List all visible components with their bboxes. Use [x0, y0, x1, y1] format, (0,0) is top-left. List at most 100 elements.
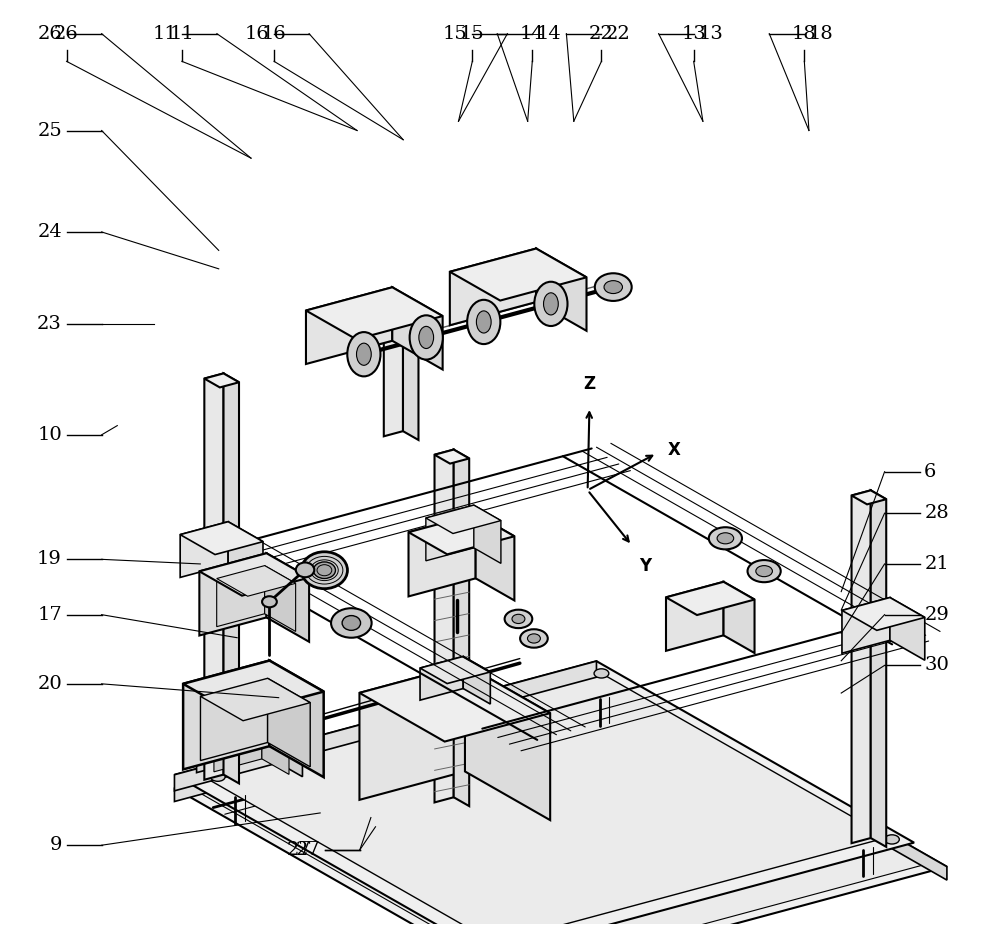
- Text: 11: 11: [169, 25, 194, 43]
- Polygon shape: [420, 657, 463, 700]
- Polygon shape: [174, 661, 596, 791]
- Polygon shape: [450, 249, 587, 301]
- Polygon shape: [392, 288, 443, 370]
- Polygon shape: [871, 490, 886, 847]
- Polygon shape: [536, 249, 587, 331]
- Ellipse shape: [296, 562, 314, 577]
- Polygon shape: [180, 522, 263, 555]
- Text: 14: 14: [520, 25, 545, 43]
- Polygon shape: [217, 565, 265, 626]
- Text: 13: 13: [698, 25, 723, 43]
- Polygon shape: [426, 505, 501, 534]
- Polygon shape: [478, 860, 513, 925]
- Polygon shape: [666, 582, 724, 651]
- Polygon shape: [224, 374, 239, 783]
- Polygon shape: [264, 701, 302, 777]
- Ellipse shape: [342, 616, 361, 630]
- Polygon shape: [217, 565, 296, 597]
- Polygon shape: [852, 490, 886, 504]
- Polygon shape: [174, 672, 606, 801]
- Polygon shape: [890, 598, 925, 660]
- Ellipse shape: [301, 552, 347, 588]
- Text: 18: 18: [809, 25, 834, 43]
- Ellipse shape: [595, 273, 632, 301]
- Ellipse shape: [885, 834, 899, 844]
- Polygon shape: [413, 848, 526, 893]
- Text: 19: 19: [37, 550, 62, 568]
- Polygon shape: [842, 598, 890, 653]
- Ellipse shape: [709, 527, 742, 549]
- Polygon shape: [409, 514, 476, 597]
- Polygon shape: [269, 660, 324, 777]
- Ellipse shape: [467, 300, 500, 344]
- Polygon shape: [214, 722, 262, 771]
- Polygon shape: [430, 860, 478, 925]
- Ellipse shape: [419, 327, 434, 349]
- Text: 23: 23: [37, 315, 62, 333]
- Polygon shape: [200, 678, 268, 760]
- Polygon shape: [200, 669, 888, 925]
- Polygon shape: [403, 324, 418, 440]
- Text: 26: 26: [54, 25, 79, 43]
- Polygon shape: [420, 657, 490, 684]
- Polygon shape: [426, 505, 474, 561]
- Text: 10: 10: [37, 426, 62, 444]
- Ellipse shape: [476, 311, 491, 333]
- Text: 6: 6: [924, 462, 937, 481]
- Polygon shape: [413, 848, 480, 925]
- Polygon shape: [214, 722, 289, 750]
- Text: 26: 26: [37, 25, 62, 43]
- Ellipse shape: [756, 565, 772, 576]
- Polygon shape: [450, 249, 536, 326]
- Polygon shape: [435, 450, 454, 802]
- Polygon shape: [200, 678, 310, 721]
- Text: 28: 28: [924, 504, 949, 523]
- Text: 11: 11: [152, 25, 177, 43]
- Text: 13: 13: [681, 25, 706, 43]
- Polygon shape: [409, 514, 514, 554]
- Ellipse shape: [544, 293, 558, 315]
- Polygon shape: [666, 582, 755, 615]
- Ellipse shape: [534, 282, 568, 326]
- Polygon shape: [435, 450, 469, 463]
- Text: 9: 9: [49, 836, 62, 854]
- Polygon shape: [174, 661, 914, 925]
- Ellipse shape: [331, 609, 372, 637]
- Text: 30: 30: [924, 657, 949, 674]
- Ellipse shape: [717, 533, 734, 544]
- Polygon shape: [465, 664, 550, 820]
- Text: 17: 17: [37, 606, 62, 623]
- Ellipse shape: [512, 614, 525, 623]
- Text: 22: 22: [606, 25, 631, 43]
- Polygon shape: [192, 677, 930, 925]
- Polygon shape: [204, 374, 224, 780]
- Polygon shape: [183, 660, 324, 715]
- Text: 24: 24: [37, 223, 62, 240]
- Text: X: X: [668, 440, 681, 459]
- Text: Z: Z: [583, 376, 596, 393]
- Ellipse shape: [527, 634, 540, 643]
- Polygon shape: [842, 598, 925, 630]
- Polygon shape: [262, 722, 289, 774]
- Polygon shape: [606, 672, 947, 880]
- Text: 22: 22: [589, 25, 614, 43]
- Ellipse shape: [357, 343, 371, 365]
- Polygon shape: [199, 553, 266, 635]
- Text: 14: 14: [537, 25, 562, 43]
- Polygon shape: [463, 657, 490, 704]
- Polygon shape: [266, 553, 309, 642]
- Polygon shape: [474, 505, 501, 563]
- Text: 18: 18: [792, 25, 817, 43]
- Text: 15: 15: [460, 25, 485, 43]
- Polygon shape: [430, 860, 513, 894]
- Polygon shape: [228, 522, 263, 585]
- Ellipse shape: [210, 772, 225, 782]
- Polygon shape: [197, 701, 302, 741]
- Polygon shape: [180, 522, 228, 577]
- Polygon shape: [306, 288, 443, 339]
- Ellipse shape: [604, 280, 622, 293]
- Polygon shape: [852, 490, 871, 844]
- Text: 21: 21: [924, 555, 949, 573]
- Text: 15: 15: [443, 25, 468, 43]
- Text: Y: Y: [639, 557, 651, 574]
